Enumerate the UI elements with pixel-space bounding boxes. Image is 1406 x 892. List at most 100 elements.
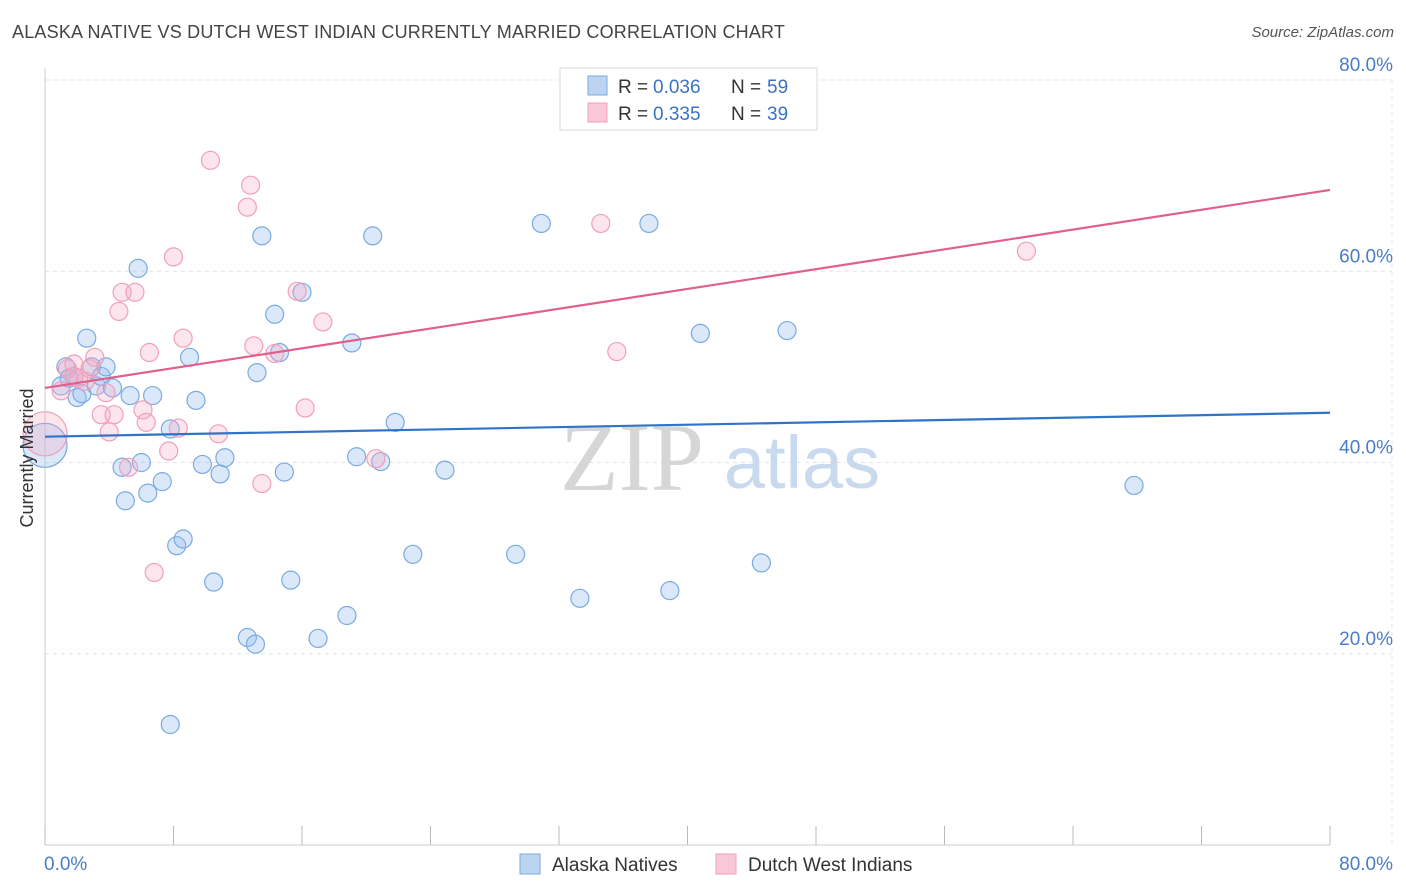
alaska-point (385, 412, 405, 432)
source-label: Source: ZipAtlas.com (1251, 24, 1394, 41)
alaska-point (531, 213, 551, 234)
alaska-point (245, 634, 266, 654)
alaska-point (128, 258, 148, 278)
alaska-point (751, 553, 771, 573)
alaska-point (265, 304, 285, 324)
dutch-point (244, 336, 264, 356)
dutch-point (96, 383, 116, 403)
alaska-point (237, 627, 257, 648)
alaska-point (152, 472, 172, 492)
legend-bottom-label-dutch: Dutch West Indians (748, 855, 912, 876)
dutch-point (591, 213, 611, 234)
dutch-point (144, 562, 164, 583)
alaska-point (210, 464, 230, 484)
alaska-point (281, 570, 301, 590)
watermark-zip: ZIP (560, 404, 704, 511)
y-axis-label: Currently Married (17, 388, 37, 527)
alaska-point (777, 320, 797, 341)
dutch-point (607, 341, 627, 362)
alaska-point (143, 385, 163, 406)
alaska-point (435, 460, 455, 480)
alaska-point (192, 454, 213, 475)
dutch-point (99, 422, 119, 442)
alaska-point (115, 491, 135, 511)
dutch-point (287, 281, 307, 301)
alaska-point (660, 581, 680, 601)
legend-r-label-1: R = (618, 77, 648, 98)
dutch-trend-line (44, 188, 1331, 389)
alaska-point (347, 447, 367, 467)
legend-swatch-alaska (587, 75, 608, 96)
x-tick-label-end: 80.0% (1339, 854, 1393, 875)
alaska-point (403, 544, 423, 564)
chart-title: ALASKA NATIVE VS DUTCH WEST INDIAN CURRE… (12, 22, 786, 42)
legend-n-value-1: 59 (767, 77, 788, 98)
alaska-point (186, 390, 206, 410)
axes (44, 68, 1331, 846)
dutch-point (109, 301, 129, 322)
alaska-point (215, 448, 235, 468)
legend-n-label-2: N = (731, 104, 761, 125)
legend-r-value-2: 0.335 (653, 104, 701, 125)
dutch-point (133, 400, 153, 420)
dutch-point (125, 282, 145, 302)
dutch-point (313, 312, 333, 332)
dutch-point (366, 449, 386, 469)
legend-swatch-dutch (587, 102, 608, 123)
legend-bottom-swatch-alaska (519, 853, 541, 875)
dutch-point (118, 457, 139, 477)
alaska-point (112, 457, 132, 477)
alaska-point (131, 452, 151, 473)
alaska-point (22, 422, 68, 468)
alaska-point (120, 385, 140, 406)
x-tick-label-start: 0.0% (44, 854, 87, 875)
correlation-legend: R = 0.036 N = 59 R = 0.335 N = 39 (559, 67, 818, 131)
alaska-point (138, 483, 158, 503)
dutch-point (159, 441, 179, 461)
dutch-point (241, 175, 261, 195)
dutch-point (168, 418, 188, 438)
dutch-point (295, 398, 315, 418)
dutch-point (163, 247, 184, 267)
alaska-point (77, 328, 97, 348)
y-tick-label: 40.0% (1339, 438, 1393, 459)
tick-labels: 20.0% 40.0% 60.0% 80.0% 0.0% 80.0% (44, 55, 1393, 875)
watermark-atlas: atlas (724, 421, 880, 504)
alaska-point (639, 213, 659, 234)
dutch-point (85, 347, 105, 367)
alaska-point (274, 462, 294, 482)
dutch-point (80, 359, 100, 379)
series-legend: Alaska Natives Dutch West Indians (519, 853, 912, 876)
watermark: ZIP atlas (560, 404, 880, 511)
grid-lines (45, 79, 1393, 845)
alaska-point (252, 226, 272, 246)
legend-r-label-2: R = (618, 104, 648, 125)
alaska-point (342, 333, 362, 353)
alaska-point (570, 588, 590, 608)
alaska-point (204, 572, 224, 592)
alaska-point (363, 226, 383, 246)
alaska-point (308, 628, 328, 649)
y-tick-label: 80.0% (1339, 55, 1393, 76)
legend-n-value-2: 39 (767, 104, 788, 125)
dutch-point (139, 342, 160, 363)
alaska-point (160, 714, 180, 735)
alaska-point (337, 605, 357, 626)
alaska-point (1124, 475, 1144, 496)
dutch-point (200, 150, 221, 170)
trend-lines (44, 188, 1331, 438)
legend-n-label-1: N = (731, 77, 761, 98)
alaska-trend-line (44, 411, 1331, 438)
dutch-point (173, 328, 193, 348)
dutch-point (1016, 241, 1037, 261)
dutch-point (22, 411, 68, 457)
legend-bottom-swatch-dutch (715, 853, 737, 875)
y-tick-label: 20.0% (1339, 629, 1393, 650)
dutch-point (64, 366, 84, 387)
dutch-point (252, 473, 272, 494)
y-tick-label: 60.0% (1339, 246, 1393, 267)
alaska-point (506, 544, 526, 564)
legend-bottom-label-alaska: Alaska Natives (552, 855, 678, 876)
dutch-point (104, 405, 124, 425)
alaska-point (247, 363, 267, 383)
